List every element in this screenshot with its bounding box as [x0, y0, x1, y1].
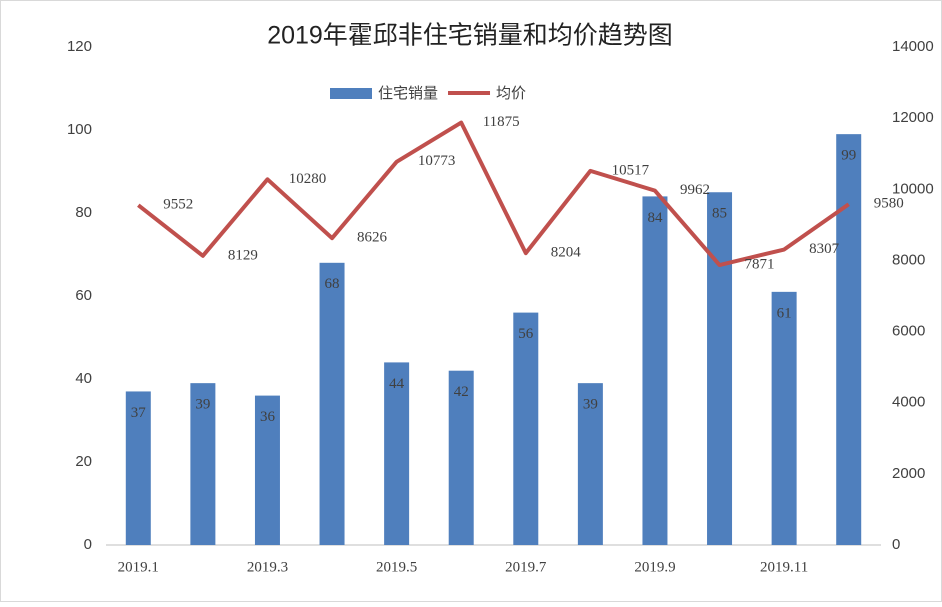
line-value-label: 9962 — [680, 182, 710, 198]
line-value-label: 9580 — [874, 196, 904, 212]
x-tick-label: 2019.5 — [376, 559, 417, 575]
y-tick-label: 0 — [84, 536, 92, 553]
x-tick-label: 2019.11 — [760, 559, 808, 575]
y-tick-label: 100 — [67, 121, 92, 138]
line-value-label: 8129 — [228, 247, 258, 263]
y-tick-label: 80 — [75, 204, 92, 221]
x-tick-label: 2019.7 — [505, 559, 547, 575]
line-value-label: 10517 — [612, 162, 650, 178]
y2-tick-label: 12000 — [892, 109, 934, 126]
bar — [513, 312, 539, 545]
bar — [836, 134, 862, 545]
bar-value-label: 99 — [841, 148, 856, 164]
bar-value-label: 44 — [389, 376, 405, 392]
bar-value-label: 42 — [454, 384, 469, 400]
bar-value-label: 84 — [647, 210, 663, 226]
bar-value-label: 61 — [777, 305, 792, 321]
bar — [577, 383, 603, 545]
bar-value-label: 37 — [131, 405, 147, 421]
bar-value-label: 36 — [260, 409, 276, 425]
bar — [384, 362, 410, 545]
bar-value-label: 85 — [712, 206, 727, 222]
y-tick-label: 60 — [75, 287, 92, 304]
bar — [707, 192, 733, 545]
bar — [125, 391, 151, 545]
legend-label: 住宅销量 — [378, 85, 438, 102]
bar-value-label: 39 — [583, 397, 598, 413]
y2-tick-label: 4000 — [892, 394, 925, 411]
bar — [254, 395, 280, 545]
line-value-label: 8204 — [551, 245, 582, 261]
line-value-label: 8307 — [809, 241, 840, 257]
line-value-label: 8626 — [357, 230, 388, 246]
y2-tick-label: 0 — [892, 536, 900, 553]
bar — [190, 383, 216, 545]
line-value-label: 11875 — [483, 114, 520, 130]
line — [137, 120, 850, 268]
y2-tick-label: 8000 — [892, 251, 925, 268]
bar-value-label: 39 — [195, 397, 210, 413]
y-tick-label: 120 — [67, 38, 92, 55]
line-value-label: 10280 — [289, 171, 327, 187]
bar-value-label: 56 — [518, 326, 534, 342]
x-tick-label: 2019.3 — [247, 559, 288, 575]
y2-tick-label: 10000 — [892, 180, 934, 197]
bar-value-label: 68 — [325, 276, 340, 292]
x-tick-label: 2019.9 — [634, 559, 675, 575]
chart-title: 2019年霍邱非住宅销量和均价趋势图 — [267, 22, 673, 50]
bar — [771, 291, 797, 545]
y2-tick-label: 6000 — [892, 323, 925, 340]
legend-label: 均价 — [496, 85, 526, 102]
bar — [319, 262, 345, 545]
line-value-label: 10773 — [418, 153, 456, 169]
y2-tick-label: 14000 — [892, 38, 934, 55]
y-tick-label: 40 — [75, 370, 92, 387]
y2-tick-label: 2000 — [892, 465, 925, 482]
x-tick-label: 2019.1 — [118, 559, 159, 575]
legend-swatch — [330, 88, 372, 99]
bar — [448, 370, 474, 545]
line-value-label: 7871 — [745, 256, 775, 272]
bar — [642, 196, 668, 545]
line-value-label: 9552 — [163, 197, 193, 213]
y-tick-label: 20 — [75, 453, 92, 470]
